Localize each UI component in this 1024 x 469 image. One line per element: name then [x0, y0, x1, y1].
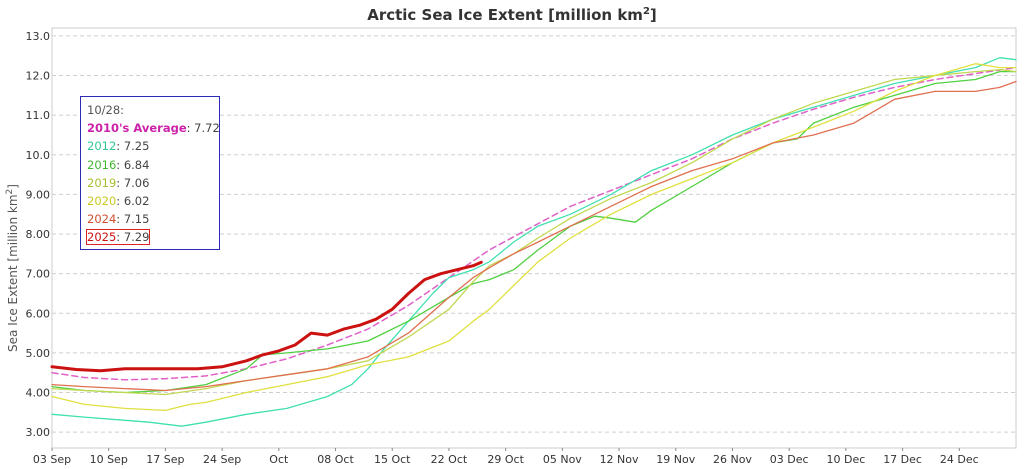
legend-entry: 2020: 6.02 — [87, 194, 150, 209]
y-tick-label: 5.00 — [26, 347, 51, 360]
x-tick-label: 24 Sep — [203, 453, 241, 466]
y-tick-label: 3.00 — [26, 426, 51, 439]
legend-entry-value: 7.15 — [123, 212, 150, 227]
legend-entry: 2025: 7.29 — [85, 229, 151, 246]
legend: 10/28: 2010's Average: 7.72 2012: 7.25 201… — [80, 96, 220, 250]
legend-entry-value: 7.72 — [194, 121, 220, 136]
y-tick-label: 12.0 — [26, 70, 51, 83]
y-axis-label: Sea Ice Extent [million km2] — [5, 184, 20, 352]
legend-entry-value: 7.06 — [123, 175, 150, 190]
legend-entry-value: 6.84 — [123, 157, 150, 172]
y-tick-label: 4.00 — [26, 387, 51, 400]
x-tick-label: 05 Nov — [543, 453, 582, 466]
x-tick-label: 29 Oct — [487, 453, 524, 466]
legend-entry-value: 7.25 — [123, 139, 150, 154]
x-tick-label: 19 Nov — [656, 453, 695, 466]
x-tick-label: 10 Dec — [826, 453, 865, 466]
legend-entry-name: 2012 — [87, 139, 117, 154]
legend-entry-name: 2010's Average — [87, 121, 187, 136]
x-tick-label: 24 Dec — [940, 453, 979, 466]
legend-entry: 2012: 7.25 — [87, 139, 150, 154]
y-tick-label: 7.00 — [26, 268, 51, 281]
legend-entry: 2010's Average: 7.72 — [87, 121, 220, 136]
y-tick-label: 8.00 — [26, 228, 51, 241]
series-line-2025 — [50, 260, 483, 373]
x-tick-label: 03 Sep — [33, 453, 71, 466]
series-lines — [50, 57, 1017, 427]
legend-entry: 2016: 6.84 — [87, 157, 150, 172]
legend-date: 10/28: — [87, 103, 125, 117]
y-tick-label: 10.0 — [26, 149, 51, 162]
legend-entry: 2024: 7.15 — [87, 212, 150, 227]
legend-entry-name: 2016 — [87, 157, 117, 172]
x-tick-label: 10 Sep — [90, 453, 128, 466]
axes: 3.00 4.00 5.00 6.00 7.00 8.00 9.00 10.0 11.0 12.0… — [26, 30, 979, 466]
series-line-2020 — [51, 63, 1017, 412]
legend-entry-value: 7.29 — [123, 230, 150, 245]
series-line-2016 — [51, 70, 1017, 394]
legend-entry: 2019: 7.06 — [87, 175, 150, 190]
legend-entry-value: 6.02 — [123, 194, 150, 209]
plot-area — [51, 27, 1017, 449]
y-tick-label: 9.00 — [26, 188, 51, 201]
x-tick-label: 26 Nov — [713, 453, 752, 466]
series-line-2024 — [51, 80, 1017, 392]
x-tick-label: Oct — [269, 453, 289, 466]
x-tick-label: 17 Dec — [883, 453, 922, 466]
legend-entry-name: 2024 — [87, 212, 117, 227]
chart-title: Arctic Sea Ice Extent [million km2] — [367, 6, 657, 24]
y-tick-label: 11.0 — [26, 109, 51, 122]
x-tick-label: 08 Oct — [317, 453, 354, 466]
legend-entry-name: 2020 — [87, 194, 117, 209]
y-tick-label: 6.00 — [26, 307, 51, 320]
x-tick-label: 03 Dec — [770, 453, 809, 466]
series-line-2012 — [51, 57, 1017, 427]
x-tick-label: 15 Oct — [374, 453, 411, 466]
y-tick-label: 13.0 — [26, 30, 51, 43]
grid — [51, 27, 1017, 449]
series-line-2019 — [51, 68, 1017, 396]
legend-entry-name: 2025 — [87, 230, 117, 245]
series-line-2010-s-average — [51, 66, 1017, 381]
x-tick-label: 17 Sep — [146, 453, 184, 466]
x-tick-label: 12 Nov — [600, 453, 639, 466]
x-tick-label: 22 Oct — [431, 453, 468, 466]
legend-entry-name: 2019 — [87, 175, 117, 190]
